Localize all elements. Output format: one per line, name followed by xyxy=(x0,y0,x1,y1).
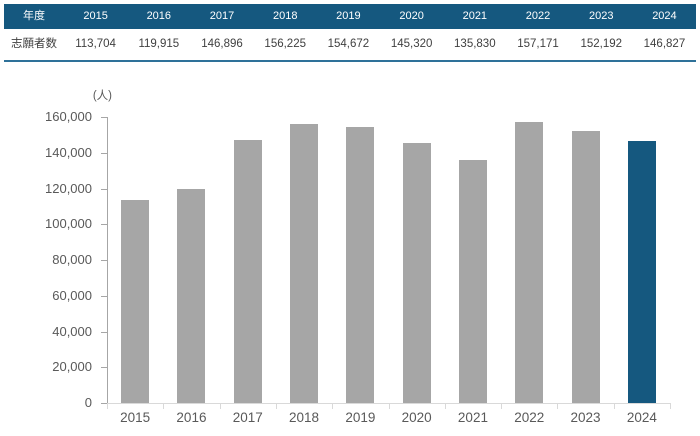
table-header-cell: 2015 xyxy=(64,4,128,29)
applicants-table: 年度 2015 2016 2017 2018 2019 2020 2021 2022 2023 2… xyxy=(4,4,697,62)
y-tick-label: 0 xyxy=(84,395,92,410)
bar-2018 xyxy=(290,123,319,403)
bar-2015 xyxy=(121,199,150,403)
table-header-cell: 2021 xyxy=(443,4,507,29)
table-header-cell: 2018 xyxy=(253,4,317,29)
y-tick-mark xyxy=(101,117,107,118)
x-tick-mark xyxy=(275,404,277,409)
table-row-label: 志願者数 xyxy=(4,29,64,60)
table-header-year-label: 年度 xyxy=(4,4,64,29)
bar-2016 xyxy=(177,188,206,403)
y-tick-label: 20,000 xyxy=(52,359,92,375)
bar-2022 xyxy=(515,122,544,403)
y-tick-label: 40,000 xyxy=(52,323,92,339)
x-tick-mark xyxy=(501,404,503,409)
y-tick-label: 100,000 xyxy=(45,216,92,232)
table-value-cell: 152,192 xyxy=(569,29,633,60)
y-tick-mark xyxy=(101,295,107,297)
table-value-cell: 113,704 xyxy=(64,29,128,60)
x-tick-mark xyxy=(613,404,615,409)
y-tick-label: 140,000 xyxy=(45,144,92,160)
y-tick-mark xyxy=(101,152,107,154)
table-header-cell: 2016 xyxy=(127,4,191,29)
y-axis-unit-label: (人) xyxy=(92,90,112,102)
x-tick-mark xyxy=(444,404,446,409)
x-tick-label: 2015 xyxy=(120,410,151,425)
y-tick-label: 60,000 xyxy=(52,287,92,303)
y-tick-mark xyxy=(101,188,107,190)
x-tick-label: 2016 xyxy=(176,410,207,425)
x-tick-label: 2022 xyxy=(514,410,545,425)
x-tick-mark xyxy=(219,404,221,409)
x-tick-label: 2020 xyxy=(401,410,432,425)
table-value-row: 志願者数 113,704 119,915 146,896 156,225 154,672… xyxy=(4,29,697,60)
y-tick-mark xyxy=(101,367,107,369)
x-tick-label: 2017 xyxy=(232,410,263,425)
table-value-cell: 154,672 xyxy=(316,29,381,60)
table-value-cell: 146,827 xyxy=(632,29,697,60)
x-tick-label: 2021 xyxy=(457,410,488,425)
table-value-cell: 135,830 xyxy=(443,29,507,60)
bar-2019 xyxy=(346,126,375,403)
x-tick-label: 2019 xyxy=(345,410,376,425)
table-header-row: 年度 2015 2016 2017 2018 2019 2020 2021 2022 2023 2… xyxy=(4,4,697,29)
table-value-cell: 157,171 xyxy=(506,29,570,60)
x-tick-label: 2023 xyxy=(570,410,601,425)
x-tick-mark xyxy=(163,404,165,409)
y-tick-mark xyxy=(101,260,107,261)
bar-2023 xyxy=(571,130,600,403)
x-tick-mark xyxy=(557,404,559,409)
bar-2017 xyxy=(233,140,262,403)
table-header-cell: 2024 xyxy=(632,4,697,29)
x-tick-label: 2018 xyxy=(289,410,320,425)
bar-2021 xyxy=(458,160,487,403)
x-axis xyxy=(107,403,671,404)
table-header-cell: 2020 xyxy=(380,4,444,29)
x-tick-mark xyxy=(670,404,671,409)
bar-2020 xyxy=(402,143,431,403)
bar-2024 xyxy=(627,140,656,403)
x-tick-mark xyxy=(107,404,108,409)
table-value-cell: 145,320 xyxy=(380,29,444,60)
y-tick-label: 120,000 xyxy=(45,180,92,196)
table-header-cell: 2023 xyxy=(569,4,633,29)
y-axis xyxy=(107,117,108,403)
table-value-cell: 156,225 xyxy=(253,29,317,60)
y-tick-mark xyxy=(101,403,107,404)
x-tick-label: 2024 xyxy=(626,410,657,425)
y-tick-mark xyxy=(101,331,107,333)
x-tick-mark xyxy=(388,404,390,409)
table-header-cell: 2022 xyxy=(506,4,570,29)
table-header-cell: 2017 xyxy=(190,4,254,29)
y-tick-mark xyxy=(101,224,107,226)
table-value-cell: 146,896 xyxy=(190,29,254,60)
table-value-cell: 119,915 xyxy=(127,29,191,60)
table-header-cell: 2019 xyxy=(316,4,381,29)
y-tick-label: 160,000 xyxy=(45,109,92,124)
y-tick-label: 80,000 xyxy=(52,252,92,267)
x-tick-mark xyxy=(332,404,334,409)
